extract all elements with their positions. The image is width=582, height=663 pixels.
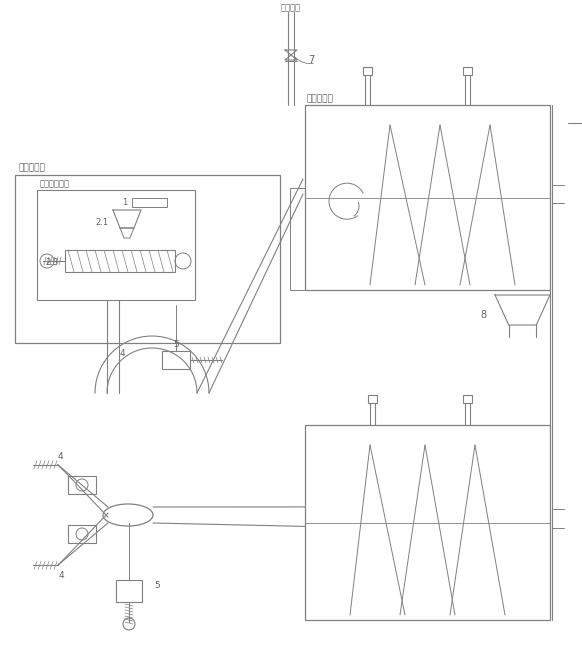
Bar (463, 67, 472, 75)
Text: 5: 5 (154, 581, 159, 589)
Bar (132, 198, 167, 207)
Bar (305, 105, 550, 290)
Bar (363, 67, 372, 75)
Bar (368, 395, 377, 403)
Text: 4: 4 (58, 570, 64, 579)
Text: 1: 1 (122, 198, 127, 206)
Text: 4: 4 (58, 452, 63, 461)
Bar (305, 425, 550, 620)
Bar (68, 476, 96, 494)
Text: 2.3: 2.3 (45, 257, 58, 267)
Bar (463, 395, 472, 403)
Text: 渣处理装置: 渣处理装置 (307, 95, 334, 103)
Bar (65, 250, 175, 272)
Text: 泡处理装置: 泡处理装置 (18, 164, 45, 172)
Text: 8: 8 (480, 310, 486, 320)
Text: 2.1: 2.1 (96, 217, 109, 227)
Text: 5: 5 (173, 339, 179, 349)
Bar (68, 525, 96, 543)
Bar (15, 175, 280, 343)
Bar (116, 580, 142, 602)
Text: 定量给料装置: 定量给料装置 (40, 180, 70, 188)
Text: 4: 4 (119, 349, 125, 357)
Bar (162, 351, 190, 369)
Text: 引入气源: 引入气源 (281, 3, 301, 13)
Text: 7: 7 (308, 55, 314, 65)
Bar (37, 190, 195, 300)
